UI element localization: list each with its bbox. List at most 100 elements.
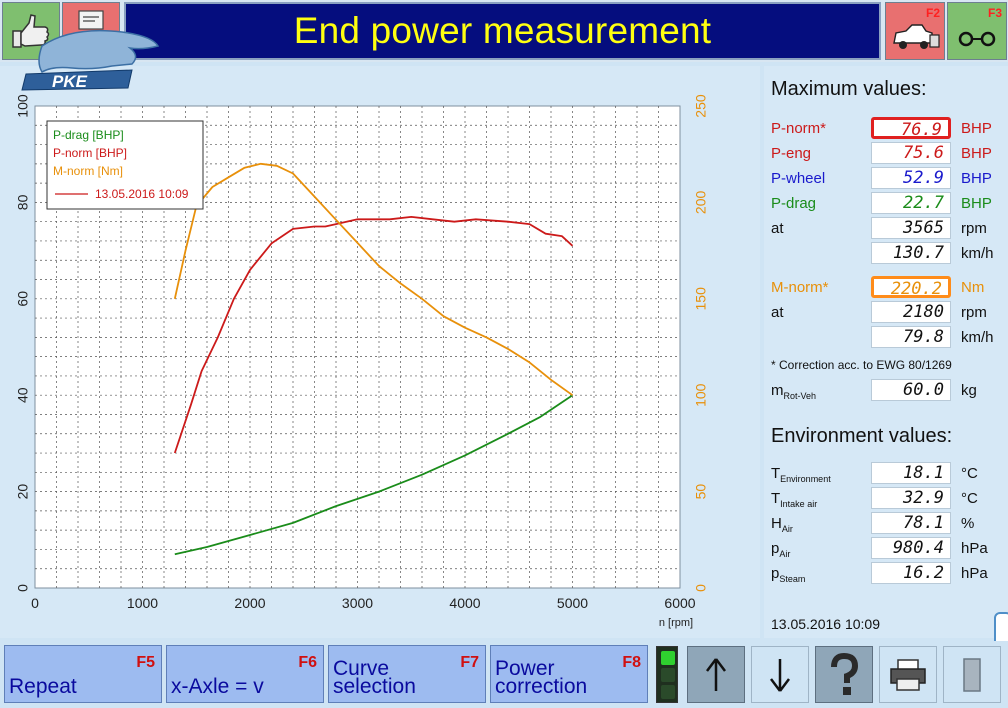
correction-footnote: * Correction acc. to EWG 80/1269 (771, 358, 952, 372)
x-tick-label: 1000 (127, 595, 158, 611)
f8-key-label: F8 (622, 654, 641, 671)
y-right-tick-label: 200 (693, 191, 709, 215)
environment-values-title: Environment values: (771, 425, 953, 447)
y-right-tick-label: 250 (693, 94, 709, 118)
measurement-timestamp: 13.05.2016 10:09 (771, 616, 880, 632)
x-axle-label: x-Axle = v (171, 675, 264, 698)
x-tick-label: 3000 (342, 595, 373, 611)
row-p-eng: P-eng 75.6 BHP (771, 142, 1008, 164)
intake-temp-unit: °C (961, 490, 978, 507)
p-eng-value: 75.6 (871, 142, 951, 164)
steam-pressure-label: pSteam (771, 565, 806, 584)
torque-speed-value: 79.8 (871, 326, 951, 348)
rollers-icon (958, 31, 996, 47)
logo-text: PKE (52, 72, 88, 91)
arrow-down-icon (770, 658, 790, 692)
row-humidity: HAir 78.1 % (771, 512, 1008, 534)
x-tick-label: 5000 (557, 595, 588, 611)
legend-p-norm: P-norm [BHP] (53, 146, 127, 160)
help-button[interactable] (815, 646, 873, 703)
chart-legend: P-drag [BHP] P-norm [BHP] M-norm [Nm] 13… (46, 120, 204, 210)
power-speed-unit: km/h (961, 245, 994, 262)
arrow-up-button[interactable] (687, 646, 745, 703)
p-drag-value: 22.7 (871, 192, 951, 214)
y-right-tick-label: 50 (693, 484, 709, 500)
m-norm-label: M-norm* (771, 279, 829, 296)
page-title: End power measurement (124, 2, 881, 60)
p-wheel-value: 52.9 (871, 167, 951, 189)
chart-series (173, 162, 574, 556)
f3-rollers-button[interactable]: F3 (947, 2, 1007, 60)
torque-rpm-value: 2180 (871, 301, 951, 323)
repeat-label: Repeat (9, 675, 77, 698)
f2-key-label: F2 (925, 6, 940, 20)
bottom-toolbar: F5 Repeat F6 x-Axle = v F7 Curve selectio… (0, 641, 1008, 708)
f7-key-label: F7 (460, 654, 479, 671)
steam-pressure-unit: hPa (961, 565, 988, 582)
env-temp-value: 18.1 (871, 462, 951, 484)
row-p-wheel: P-wheel 52.9 BHP (771, 167, 1008, 189)
power-speed-value: 130.7 (871, 242, 951, 264)
air-pressure-unit: hPa (961, 540, 988, 557)
document-stamp-icon (78, 10, 104, 30)
p-drag-label: P-drag (771, 195, 817, 212)
mass-rot-label: mRot-Veh (771, 382, 817, 401)
exit-button[interactable] (943, 646, 1001, 703)
arrow-down-button[interactable] (751, 646, 809, 703)
humidity-value: 78.1 (871, 512, 951, 534)
row-m-norm: M-norm* 220.2 Nm (771, 276, 1008, 299)
y-left-tick-label: 40 (15, 387, 31, 403)
humidity-label: HAir (771, 515, 793, 534)
humidity-unit: % (961, 515, 975, 532)
chart-panel: 0 1000 2000 3000 4000 5000 6000 0 20 40 60 80 100 0 50… (0, 66, 760, 638)
car-on-dyno-icon (893, 24, 940, 49)
values-panel: Maximum values: P-norm* 76.9 BHP P-eng 7… (764, 66, 1008, 638)
steam-pressure-value: 16.2 (871, 562, 951, 584)
intake-temp-label: TIntake air (771, 490, 818, 509)
row-steam-pressure: pSteam 16.2 hPa (771, 562, 1008, 584)
p-wheel-unit: BHP (961, 170, 992, 187)
question-mark-icon (831, 652, 859, 695)
repeat-button[interactable]: F5 Repeat (4, 645, 162, 703)
power-correction-button[interactable]: F8 Power correction (490, 645, 648, 703)
y-left-tick-label: 100 (15, 94, 31, 118)
f6-key-label: F6 (298, 654, 317, 671)
intake-temp-value: 32.9 (871, 487, 951, 509)
f5-key-label: F5 (136, 654, 155, 671)
f2-dyno-button[interactable]: F2 (885, 2, 945, 60)
chart-ticks: 0 1000 2000 3000 4000 5000 6000020406080100050… (15, 94, 709, 611)
row-power-speed: 130.7 km/h (771, 242, 1008, 264)
p-eng-unit: BHP (961, 145, 992, 162)
row-p-norm: P-norm* 76.9 BHP (771, 117, 1008, 140)
row-mass-rot: mRot-Veh 60.0 kg (771, 379, 1008, 401)
torque-at-label: at (771, 304, 784, 321)
p-drag-unit: BHP (961, 195, 992, 212)
printer-icon (890, 658, 926, 691)
power-correction-label: Power correction (495, 657, 588, 698)
max-values-title: Maximum values: (771, 78, 927, 100)
y-left-tick-label: 0 (15, 584, 31, 592)
x-axle-button[interactable]: F6 x-Axle = v (166, 645, 324, 703)
series-line-p-norm (173, 215, 574, 454)
power-curve-chart: 0 1000 2000 3000 4000 5000 6000020406080100050… (15, 94, 709, 629)
y-right-tick-label: 100 (693, 383, 709, 407)
power-rpm-value: 3565 (871, 217, 951, 239)
row-env-temp: TEnvironment 18.1 °C (771, 462, 1008, 484)
pke-logo: PKE (21, 29, 160, 91)
mass-rot-value[interactable]: 60.0 (871, 379, 951, 401)
x-axis-label: n [rpm] (659, 617, 693, 629)
power-rpm-unit: rpm (961, 220, 987, 237)
y-right-tick-label: 150 (693, 287, 709, 311)
curve-selection-button[interactable]: F7 Curve selection (328, 645, 486, 703)
p-eng-label: P-eng (771, 145, 812, 162)
x-tick-label: 0 (31, 595, 39, 611)
air-pressure-value: 980.4 (871, 537, 951, 559)
row-torque-rpm: at 2180 rpm (771, 301, 1008, 323)
print-button[interactable] (879, 646, 937, 703)
air-pressure-label: pAir (771, 540, 791, 559)
row-power-rpm: at 3565 rpm (771, 217, 1008, 239)
y-right-tick-label: 0 (693, 584, 709, 592)
row-torque-speed: 79.8 km/h (771, 326, 1008, 348)
mass-rot-unit: kg (961, 382, 977, 399)
legend-p-drag: P-drag [BHP] (53, 128, 124, 142)
